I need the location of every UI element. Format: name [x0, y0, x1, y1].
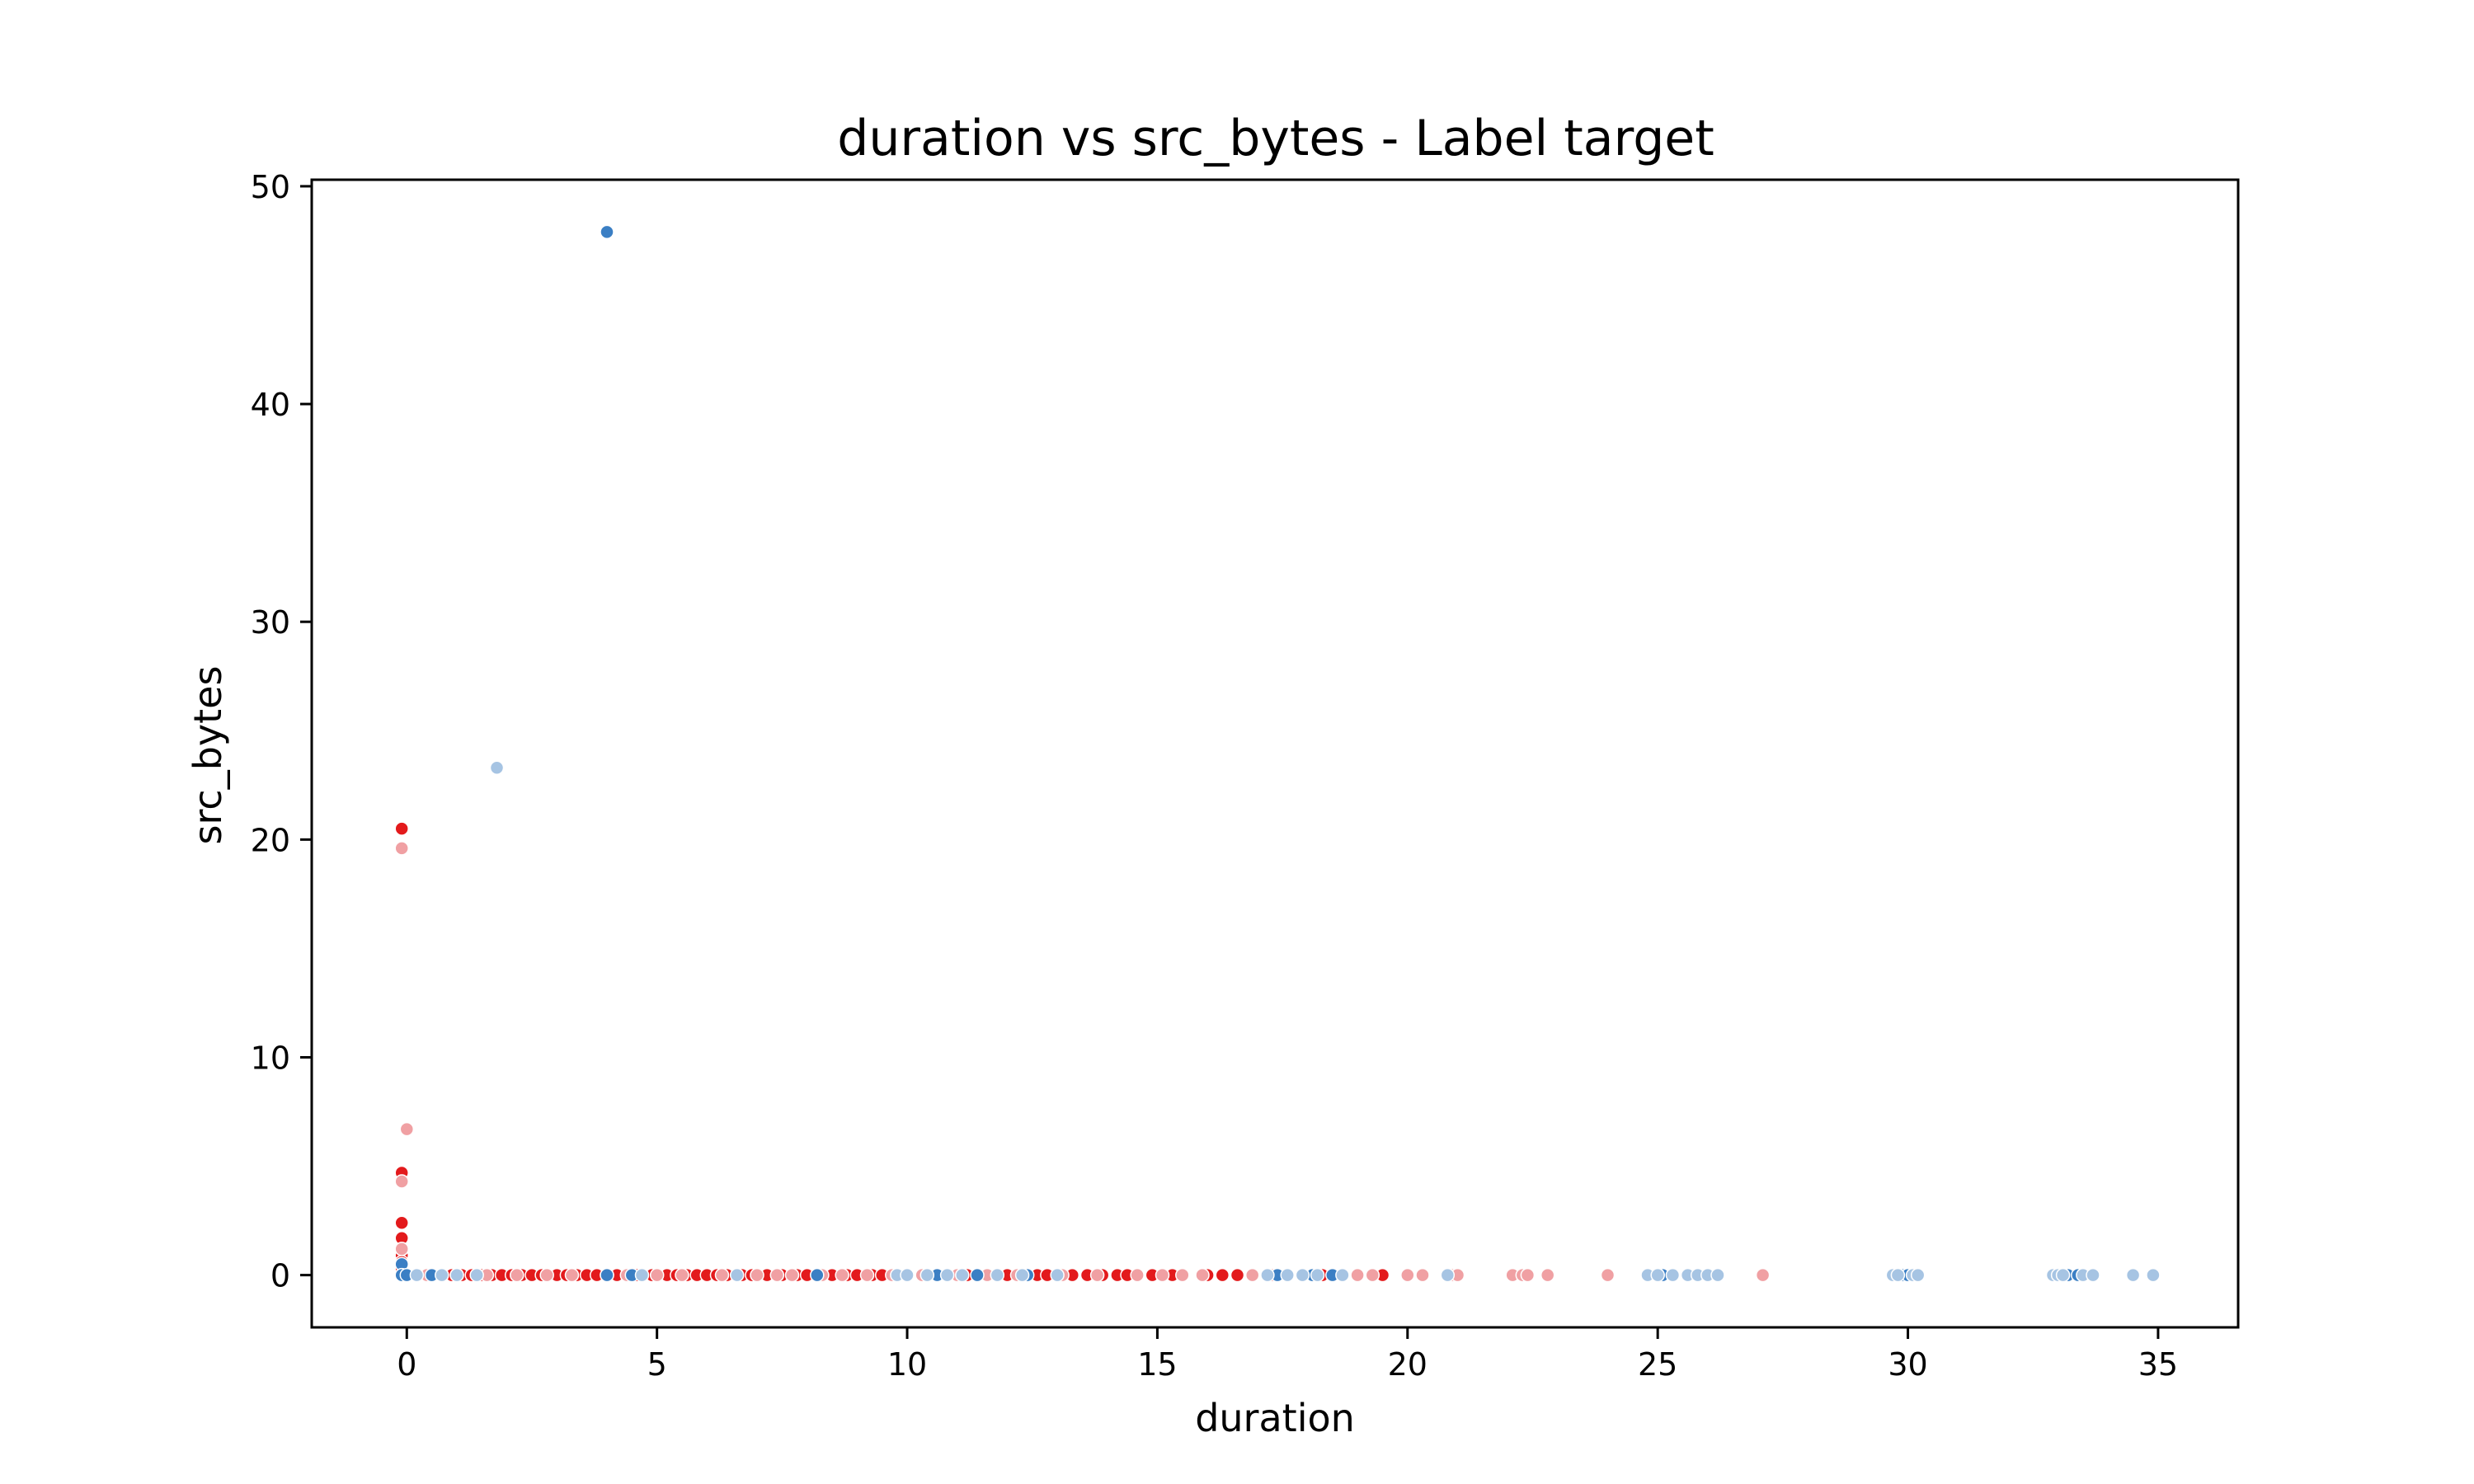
scatter-point	[769, 1267, 785, 1283]
scatter-point	[900, 1267, 915, 1283]
scatter-point	[1050, 1267, 1065, 1283]
x-axis-label: duration	[1195, 1396, 1355, 1440]
x-tick-label: 15	[1137, 1346, 1177, 1383]
scatter-point	[1244, 1267, 1260, 1283]
scatter-point	[1175, 1267, 1190, 1283]
scatter-point	[649, 1267, 665, 1283]
scatter-point	[1014, 1267, 1030, 1283]
y-axis-ticks: 0 10 20 30 40 50	[251, 169, 312, 1294]
points-layer	[394, 224, 2161, 1283]
x-tick-label: 20	[1388, 1346, 1427, 1383]
scatter-point	[2055, 1267, 2071, 1283]
scatter-point	[1600, 1267, 1616, 1283]
x-tick-label: 25	[1638, 1346, 1677, 1383]
scatter-point	[1155, 1267, 1170, 1283]
scatter-point	[1310, 1267, 1325, 1283]
scatter-point	[990, 1267, 1005, 1283]
scatter-point	[1755, 1267, 1771, 1283]
scatter-point	[600, 224, 614, 240]
scatter-point	[1130, 1267, 1145, 1283]
scatter-point	[675, 1267, 689, 1283]
scatter-point	[1890, 1267, 1906, 1283]
scatter-point	[394, 1174, 409, 1189]
scatter-point	[1440, 1267, 1456, 1283]
scatter-point	[634, 1267, 650, 1283]
y-tick-label: 0	[270, 1258, 290, 1294]
scatter-point	[784, 1267, 800, 1283]
scatter-point	[1665, 1267, 1681, 1283]
scatter-point	[1195, 1267, 1210, 1283]
x-tick-label: 35	[2138, 1346, 2178, 1383]
scatter-point	[2146, 1267, 2161, 1283]
scatter-point	[394, 1242, 409, 1256]
x-axis-ticks: 0 5 10 15 20 25 30 35	[397, 1327, 2178, 1383]
scatter-point	[539, 1267, 554, 1283]
scatter-point	[810, 1267, 825, 1283]
chart-title: duration vs src_bytes - Label target	[837, 110, 1714, 167]
scatter-point	[449, 1267, 464, 1283]
scatter-point	[939, 1267, 955, 1283]
scatter-point	[409, 1267, 425, 1283]
scatter-point	[1540, 1267, 1555, 1283]
x-tick-label: 10	[887, 1346, 927, 1383]
scatter-point	[1400, 1267, 1415, 1283]
scatter-point	[1230, 1267, 1245, 1283]
scatter-point	[394, 1215, 409, 1230]
scatter-point	[489, 760, 505, 775]
y-tick-label: 50	[251, 169, 290, 205]
y-tick-label: 20	[251, 822, 290, 858]
y-tick-label: 30	[251, 604, 290, 641]
scatter-point	[394, 841, 409, 856]
scatter-point	[1295, 1267, 1310, 1283]
scatter-point	[1350, 1267, 1365, 1283]
scatter-point	[1520, 1267, 1536, 1283]
scatter-point	[1650, 1267, 1665, 1283]
scatter-point	[1280, 1267, 1295, 1283]
scatter-point	[835, 1267, 849, 1283]
scatter-point	[435, 1267, 449, 1283]
y-tick-label: 10	[251, 1040, 290, 1076]
scatter-point	[955, 1267, 970, 1283]
scatter-point	[600, 1267, 614, 1283]
scatter-point	[394, 821, 409, 836]
x-tick-label: 30	[1888, 1346, 1927, 1383]
scatter-point	[469, 1267, 484, 1283]
scatter-point	[1335, 1267, 1350, 1283]
scatter-point	[750, 1267, 764, 1283]
x-tick-label: 5	[647, 1346, 667, 1383]
scatter-point	[920, 1267, 935, 1283]
scatter-point	[2086, 1267, 2100, 1283]
scatter-point	[1365, 1267, 1380, 1283]
scatter-point	[564, 1267, 580, 1283]
y-axis-label: src_bytes	[186, 666, 230, 845]
scatter-point	[2125, 1267, 2141, 1283]
scatter-point	[859, 1267, 875, 1283]
scatter-point	[729, 1267, 745, 1283]
scatter-point	[1710, 1267, 1725, 1283]
scatter-point	[1910, 1267, 1926, 1283]
plot-frame	[310, 178, 2240, 1329]
scatter-point	[1260, 1267, 1275, 1283]
scatter-point	[714, 1267, 730, 1283]
scatter-point	[1415, 1267, 1430, 1283]
y-tick-label: 40	[251, 387, 290, 423]
x-tick-label: 0	[397, 1346, 416, 1383]
scatter-point	[399, 1121, 415, 1137]
scatter-point	[970, 1267, 985, 1283]
scatter-point	[1215, 1267, 1230, 1283]
scatter-point	[1089, 1267, 1105, 1283]
scatter-point	[510, 1267, 524, 1283]
